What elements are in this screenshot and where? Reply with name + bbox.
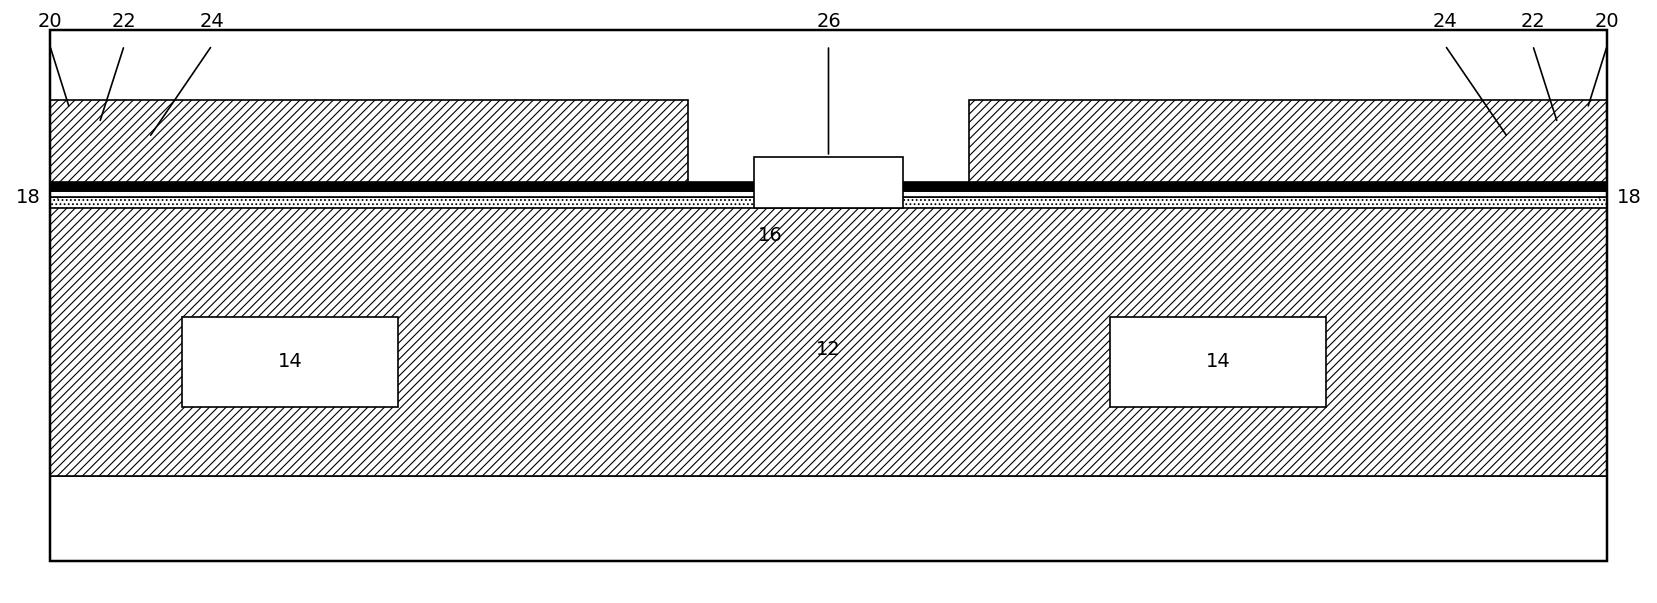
Text: 18: 18	[1617, 188, 1640, 207]
Text: 18: 18	[17, 188, 40, 207]
Text: 20: 20	[38, 11, 61, 31]
Bar	[1110, 317, 1326, 407]
Bar	[754, 157, 903, 208]
Bar	[50, 197, 1607, 208]
Bar	[50, 191, 1607, 197]
Text: 24: 24	[200, 11, 224, 31]
Bar	[50, 182, 1607, 191]
Bar	[50, 30, 1607, 561]
Text: 22: 22	[113, 11, 136, 31]
Bar	[50, 476, 1607, 561]
Text: 20: 20	[1596, 11, 1619, 31]
Bar	[969, 100, 1607, 182]
Text: 12: 12	[817, 340, 840, 359]
Text: 22: 22	[1521, 11, 1544, 31]
Text: 16: 16	[759, 226, 782, 245]
Text: 14: 14	[1206, 352, 1229, 371]
Text: 24: 24	[1433, 11, 1457, 31]
Text: 26: 26	[817, 11, 840, 31]
Bar	[50, 100, 688, 182]
Text: 14: 14	[278, 352, 302, 371]
Bar	[50, 199, 1607, 476]
Bar	[182, 317, 398, 407]
